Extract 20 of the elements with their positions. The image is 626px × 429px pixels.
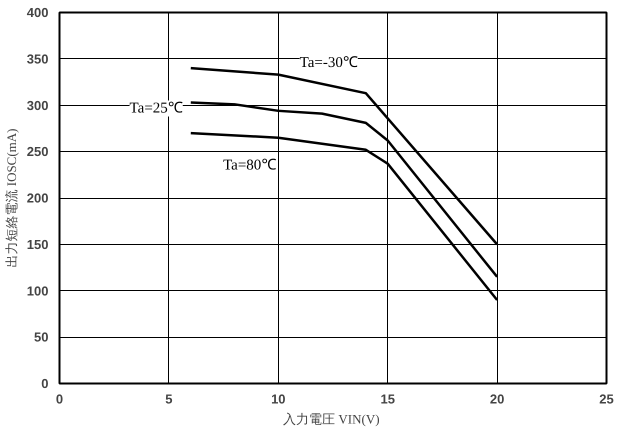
x-tick-label: 20 (490, 392, 504, 406)
x-axis-title: 入力電圧 VIN(V) (283, 412, 380, 426)
y-axis-title: 出力短絡電流 IOSC(mA) (4, 128, 19, 268)
y-tick-label: 150 (26, 236, 49, 252)
x-tick-label: 10 (271, 392, 286, 406)
x-tick-label: 5 (165, 392, 173, 406)
y-tick-label: 100 (26, 283, 49, 298)
y-tick-label: 0 (41, 376, 49, 391)
series-label: Ta=80℃ (223, 158, 276, 174)
y-tick-label: 50 (34, 330, 49, 345)
x-tick-label: 0 (56, 392, 64, 406)
series-label: Ta=25℃ (130, 100, 183, 116)
y-tick-label: 250 (26, 144, 49, 160)
x-tick-label: 25 (599, 392, 614, 406)
x-tick-label: 15 (380, 392, 395, 406)
series-label: Ta=-30℃ (300, 55, 358, 72)
y-tick-label: 400 (26, 5, 49, 20)
y-tick-label: 300 (26, 98, 49, 113)
y-tick-label: 200 (26, 190, 49, 206)
y-tick-label: 350 (26, 51, 49, 66)
